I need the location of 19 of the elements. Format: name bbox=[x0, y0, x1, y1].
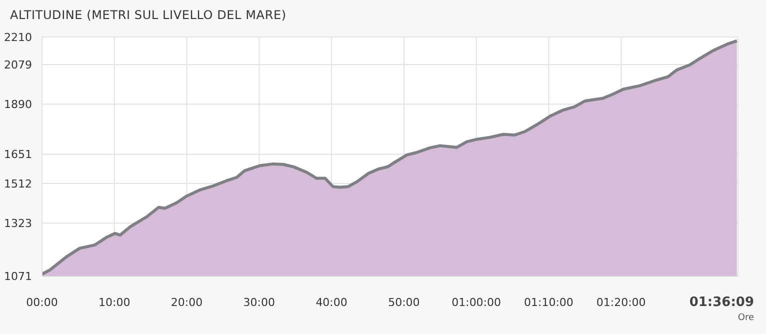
y-tick-label: 1651 bbox=[4, 148, 32, 162]
chart-title: ALTITUDINE (METRI SUL LIVELLO DEL MARE) bbox=[10, 8, 286, 22]
x-tick-label: 01:00:00 bbox=[452, 296, 502, 309]
x-tick-label: 00:00 bbox=[26, 296, 58, 309]
y-tick-label: 1323 bbox=[4, 217, 32, 230]
x-tick-label: 50:00 bbox=[388, 296, 420, 309]
x-tick-label: 30:00 bbox=[243, 296, 276, 309]
x-tick-label: 01:10:00 bbox=[524, 296, 574, 309]
text: Ore bbox=[738, 313, 754, 323]
y-tick-label: 1890 bbox=[4, 98, 32, 112]
y-tick-label: 1071 bbox=[4, 270, 32, 283]
y-tick-label: 2079 bbox=[4, 58, 32, 72]
x-tick-label: 40:00 bbox=[316, 296, 348, 309]
x-tick-label: 10:00 bbox=[98, 296, 130, 309]
x-tick-label: 01:20:00 bbox=[596, 296, 646, 309]
x-tick-label: 20:00 bbox=[170, 296, 203, 309]
y-tick-label: 1512 bbox=[4, 177, 32, 190]
y-tick-label: 2210 bbox=[4, 30, 32, 44]
text: 01:36:09 bbox=[689, 295, 754, 310]
